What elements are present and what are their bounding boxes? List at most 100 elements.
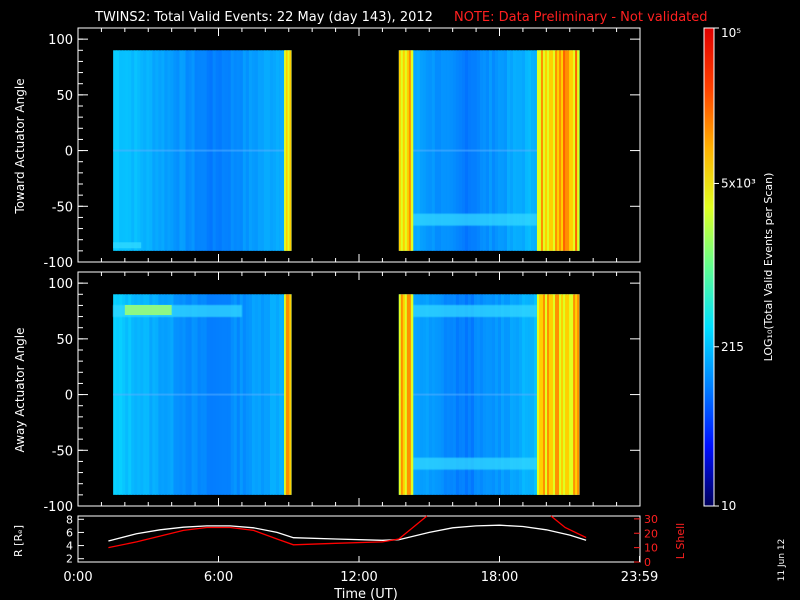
heatmap-saturated: [555, 50, 558, 251]
colorbar-tick-label: 5x10³: [721, 176, 756, 190]
x-tick-label: 0:00: [63, 570, 92, 585]
l-shell-line: [550, 515, 587, 539]
heatmap-saturated: [398, 50, 402, 251]
orbit-right-tick-label: 0: [644, 556, 651, 569]
colorbar-label: LOG₁₀(Total Valid Events per Scan): [762, 173, 775, 362]
heatmap-saturated: [573, 50, 576, 251]
heatmap-saturated: [549, 294, 552, 495]
colorbar-ticks: 10 215 5x10³ 10⁵: [714, 26, 756, 513]
heatmap-saturated: [402, 294, 406, 495]
x-tick-label: 12:00: [340, 570, 377, 585]
heatmap-saturated: [398, 294, 402, 495]
x-tick-label: 18:00: [481, 570, 518, 585]
heatmap-saturated: [400, 50, 404, 251]
orbit-right-tick-label: 20: [644, 527, 658, 540]
heatmap-saturated: [565, 294, 568, 495]
heatmap-saturated: [547, 50, 550, 251]
toward-panel: 100 50 0 -50 -100 Toward Actuator Angle: [13, 27, 641, 271]
orbit-right-tick-label: 30: [644, 513, 658, 526]
x-tick-label: 6:00: [204, 570, 233, 585]
heatmap-saturated: [544, 294, 548, 495]
heatmap-saturated: [285, 294, 288, 495]
heatmap-saturated: [542, 50, 546, 251]
heatmap-saturated: [289, 50, 292, 251]
orbit-left-tick-label: 2: [66, 553, 73, 566]
l-shell-line: [108, 515, 428, 549]
heatmap-saturated: [284, 50, 287, 251]
heatmap-saturated: [569, 294, 572, 495]
heatmap-band: [412, 213, 537, 226]
heatmap-band: [412, 457, 537, 470]
orbit-left-tick-label: 6: [66, 526, 73, 539]
y-tick-label: -100: [43, 500, 73, 515]
heatmap-saturated: [285, 50, 288, 251]
heatmap-saturated: [287, 294, 290, 495]
y-tick-label: 0: [65, 145, 73, 160]
x-axis-label: Time (UT): [333, 587, 398, 600]
heatmap-zero-line: [398, 149, 580, 152]
date-stamp: 11 Jun 12: [777, 539, 787, 582]
heatmap-saturated: [544, 50, 548, 251]
data-note: NOTE: Data Preliminary - Not validated: [454, 10, 708, 25]
away-y-axis: 100 50 0 -50 -100: [43, 272, 641, 515]
heatmap-saturated: [410, 50, 414, 251]
heatmap-saturated: [573, 294, 576, 495]
orbit-lines: [108, 515, 587, 549]
y-tick-label: -100: [43, 256, 73, 271]
colorbar: 10 215 5x10³ 10⁵ LOG₁₀(Total Valid Events p…: [703, 26, 775, 513]
orbit-left-tick-label: 8: [66, 513, 73, 526]
heatmap-saturated: [406, 294, 410, 495]
heatmap-saturated: [557, 50, 560, 251]
heatmap-saturated: [557, 294, 560, 495]
heatmap-saturated: [563, 294, 566, 495]
heatmap-saturated: [540, 50, 544, 251]
heatmap-zero-line: [113, 149, 292, 152]
y-tick-label: -50: [52, 444, 73, 459]
heatmap-saturated: [575, 50, 578, 251]
heatmap-saturated: [402, 50, 406, 251]
heatmap-saturated: [577, 50, 580, 251]
x-tick-label: 23:59: [621, 570, 658, 585]
heatmap-saturated: [408, 50, 412, 251]
orbit-left-ylabel: R [Rₑ]: [12, 525, 25, 557]
heatmap-saturated: [542, 294, 546, 495]
heatmap-band-bright: [124, 305, 172, 315]
heatmap-saturated: [287, 50, 290, 251]
heatmap-saturated: [538, 50, 542, 251]
heatmap-saturated: [559, 294, 562, 495]
colorbar-tick-label: 10: [721, 499, 736, 513]
y-tick-label: 50: [56, 333, 73, 348]
heatmap-saturated: [553, 50, 556, 251]
heatmap-zero-line: [398, 393, 580, 396]
heatmap-saturated: [538, 294, 542, 495]
colorbar-tick-label: 215: [721, 340, 744, 354]
heatmap-saturated: [410, 294, 414, 495]
away-ylabel: Away Actuator Angle: [13, 327, 27, 452]
orbit-right-ylabel: L Shell: [674, 523, 687, 559]
heatmap-saturated: [567, 50, 570, 251]
heatmap-saturated: [553, 294, 556, 495]
toward-y-axis: 100 50 0 -50 -100: [43, 28, 641, 271]
heatmap-saturated: [569, 50, 572, 251]
heatmap-saturated: [555, 294, 558, 495]
heatmap-saturated: [571, 294, 574, 495]
heatmap-saturated: [400, 294, 404, 495]
y-tick-label: 100: [48, 33, 73, 48]
heatmap-saturated: [571, 50, 574, 251]
y-tick-label: 100: [48, 277, 73, 292]
r-distance-line: [108, 524, 587, 542]
heatmap-saturated: [551, 50, 554, 251]
heatmap-saturated: [565, 50, 568, 251]
heatmap-saturated: [563, 50, 566, 251]
heatmap-saturated: [536, 294, 540, 495]
plot-title: TWINS2: Total Valid Events: 22 May (day …: [94, 10, 433, 25]
y-tick-label: -50: [52, 200, 73, 215]
colorbar-scale: [703, 27, 715, 507]
heatmap-saturated: [567, 294, 570, 495]
colorbar-tick-label: 10⁵: [721, 26, 741, 40]
y-tick-label: 50: [56, 89, 73, 104]
y-tick-label: 0: [65, 389, 73, 404]
